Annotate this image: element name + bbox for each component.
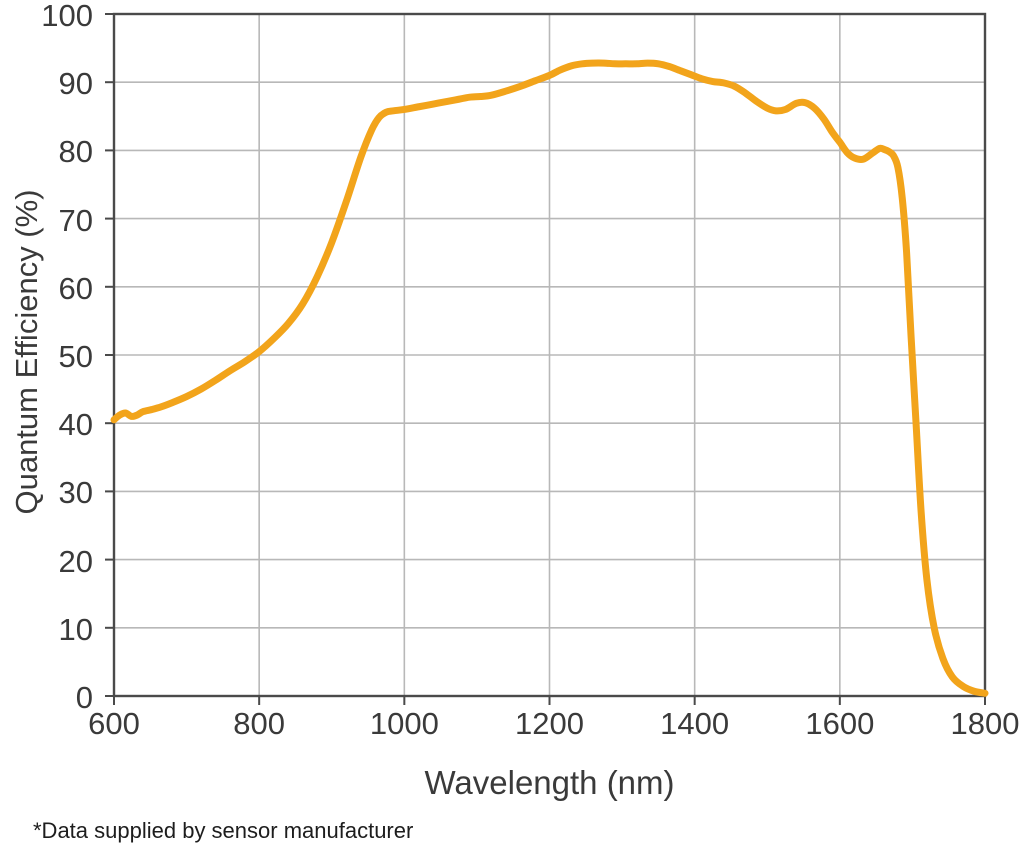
y-tick-label-text: 100 [41,0,93,33]
x-tick-label-text: 600 [88,706,140,741]
x-tick-label-text: 1800 [950,706,1020,741]
footnote: *Data supplied by sensor manufacturer [33,818,414,843]
y-tick-label-text: 30 [58,475,93,511]
y-tick-label-text: 60 [58,270,93,306]
x-axis-title: Wavelength (nm) [424,764,675,801]
x-tick-label-text: 1400 [660,706,730,741]
y-tick-label-text: 90 [58,66,93,102]
y-tick-label-text: 20 [58,543,93,579]
x-tick-label-text: 800 [233,706,286,741]
y-axis-tick-labels: 0 10 20 30 40 50 60 70 80 90 100 [0,0,100,853]
y-tick-label-text: 70 [58,202,93,238]
y-tick-label-text: 40 [58,407,93,443]
y-tick-label-text: 10 [58,611,93,647]
y-tick-label-text: 80 [58,134,93,170]
data-series-line [110,59,989,697]
y-tick-label-text: 50 [58,339,93,374]
y-tick-label-text: 0 [75,680,93,715]
x-tick-label-text: 1200 [515,706,584,741]
x-tick-label-text: 1000 [369,706,439,741]
x-tick-label-text: 1600 [805,706,875,741]
